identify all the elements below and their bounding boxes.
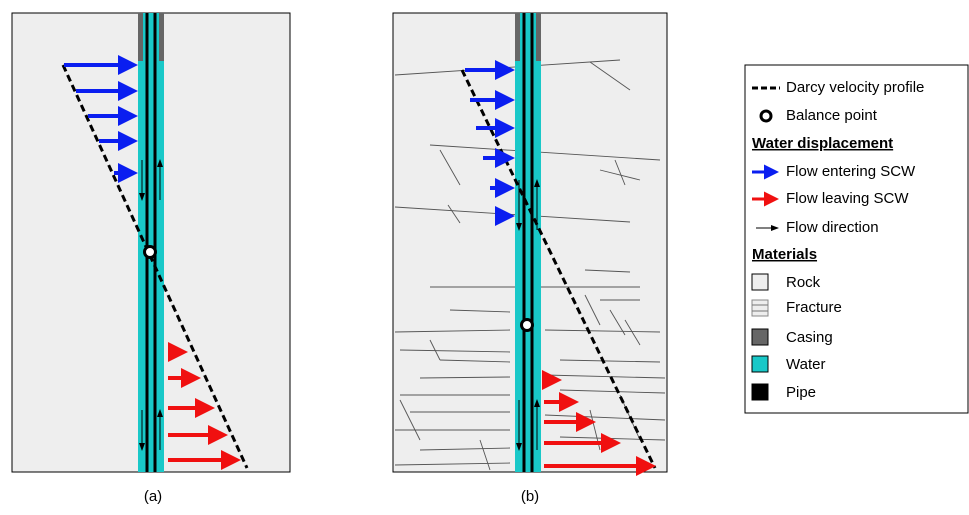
legend-label: Water: [786, 356, 825, 373]
legend-label: Casing: [786, 329, 833, 346]
legend-label: Flow direction: [786, 219, 879, 236]
legend-label: Flow entering SCW: [786, 163, 916, 180]
legend-heading: Materials: [752, 246, 817, 263]
legend-label: Darcy velocity profile: [786, 79, 924, 96]
legend-heading: Water displacement: [752, 135, 893, 152]
legend-label: Pipe: [786, 384, 816, 401]
legend: Darcy velocity profile Balance point Wat…: [745, 65, 968, 413]
panel-caption: (a): [144, 488, 162, 505]
legend-label: Fracture: [786, 299, 842, 316]
legend-label: Balance point: [786, 107, 878, 124]
panel-caption: (b): [521, 488, 539, 505]
figure: (a) (b) Darcy: [0, 0, 969, 515]
panel-b: (b): [393, 13, 667, 505]
legend-label: Flow leaving SCW: [786, 190, 909, 207]
legend-label: Rock: [786, 274, 821, 291]
panel-a: (a): [12, 13, 290, 505]
